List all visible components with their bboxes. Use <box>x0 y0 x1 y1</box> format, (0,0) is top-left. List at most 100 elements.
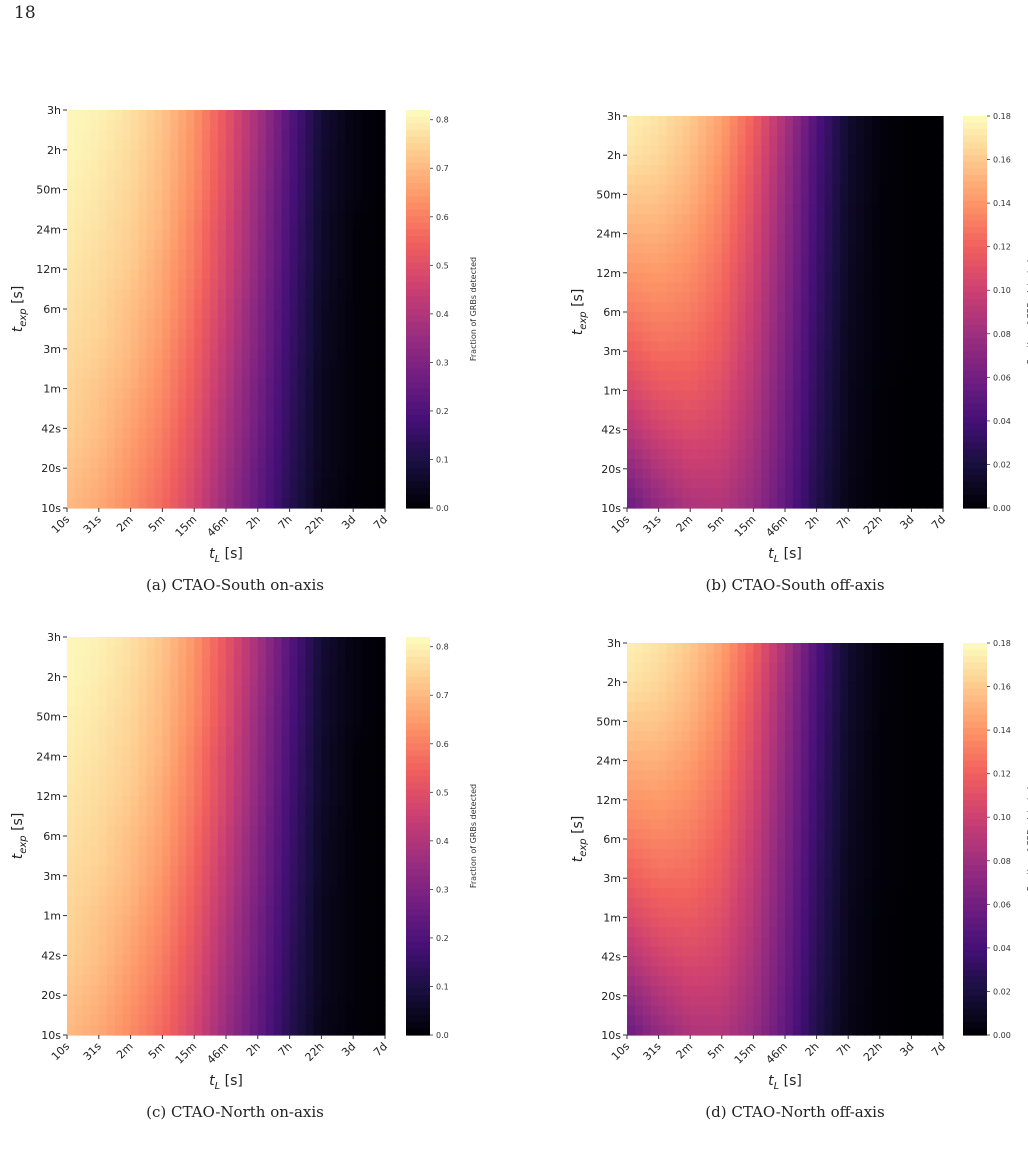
heatmap-cell <box>186 706 195 718</box>
heatmap-cell <box>218 895 227 907</box>
heatmap-cell <box>90 129 100 141</box>
heatmap-cell <box>345 129 354 141</box>
colorbar-tick-label: 0.02 <box>993 460 1011 469</box>
heatmap-cell <box>233 259 243 270</box>
heatmap-cell <box>313 279 322 290</box>
heatmap-cell <box>729 135 739 146</box>
heatmap-cell <box>361 935 370 947</box>
heatmap-cell <box>162 139 171 151</box>
heatmap-cell <box>840 488 849 499</box>
heatmap-cell <box>67 119 76 131</box>
heatmap-cell <box>769 174 778 186</box>
heatmap-cell <box>313 836 322 847</box>
heatmap-cell <box>737 312 747 323</box>
heatmap-cell <box>162 706 171 718</box>
heatmap-cell <box>249 468 259 479</box>
heatmap-cell <box>226 398 235 410</box>
heatmap-cell <box>305 905 315 917</box>
heatmap-cell <box>353 249 362 260</box>
heatmap-cell <box>927 165 936 176</box>
heatmap-cell <box>785 331 794 342</box>
heatmap-cell <box>130 1015 140 1026</box>
heatmap-cell <box>241 338 251 350</box>
heatmap-cell <box>273 637 283 648</box>
heatmap-cell <box>792 331 802 342</box>
heatmap-cell <box>98 299 108 310</box>
heatmap-cell <box>706 370 715 382</box>
colorbar-label: Fraction of GRBs detected <box>1026 260 1028 364</box>
heatmap-cell <box>816 184 826 195</box>
heatmap-cell <box>218 110 227 121</box>
heatmap-cell <box>879 380 889 391</box>
heatmap-cell <box>67 875 76 887</box>
heatmap-cell <box>871 223 881 235</box>
heatmap-cell <box>138 239 148 250</box>
heatmap-cell <box>313 468 322 479</box>
heatmap-cell <box>345 905 354 917</box>
heatmap-cell <box>218 646 227 658</box>
heatmap-cell <box>67 646 76 658</box>
heatmap-cell <box>729 380 739 391</box>
heatmap-cell <box>848 410 857 421</box>
heatmap-cell <box>186 786 195 797</box>
heatmap-cell <box>674 145 683 156</box>
heatmap-cell <box>927 331 936 342</box>
heatmap-cell <box>265 746 275 757</box>
heatmap-cell <box>377 686 386 698</box>
heatmap-cell <box>138 935 148 947</box>
heatmap-cell <box>138 666 148 678</box>
heatmap-cell <box>67 179 76 191</box>
heatmap-cell <box>74 289 84 300</box>
heatmap-cell <box>840 174 849 186</box>
heatmap-cell <box>856 302 865 313</box>
heatmap-cell <box>241 865 251 877</box>
heatmap-cell <box>377 418 386 429</box>
heatmap-cell <box>114 458 124 469</box>
heatmap-cell <box>170 776 179 787</box>
heatmap-cell <box>682 272 691 284</box>
colorbar-segment <box>963 298 987 307</box>
heatmap-cell <box>106 935 116 947</box>
heatmap-cell <box>879 243 889 254</box>
heatmap-cell <box>146 656 156 668</box>
heatmap-cell <box>321 199 330 211</box>
heatmap-cell <box>832 449 841 460</box>
heatmap-cell <box>666 468 675 480</box>
colorbar-segment <box>963 272 987 280</box>
heatmap-cell <box>721 370 731 382</box>
heatmap-cell <box>369 199 378 211</box>
colorbar-segment <box>406 282 430 290</box>
heatmap-cell <box>289 279 299 290</box>
heatmap-cell <box>864 459 873 470</box>
heatmap-cell <box>90 1005 100 1016</box>
heatmap-cell <box>682 165 691 176</box>
heatmap-cell <box>329 786 338 797</box>
heatmap-cell <box>202 498 211 509</box>
heatmap-cell <box>706 184 715 195</box>
heatmap-cell <box>130 358 140 370</box>
heatmap-cell <box>154 249 163 260</box>
heatmap-cell <box>642 361 652 372</box>
heatmap-cell <box>154 358 163 370</box>
heatmap-cell <box>345 925 354 937</box>
colorbar-segment <box>406 348 430 357</box>
colorbar-segment <box>406 401 430 410</box>
heatmap-cell <box>377 328 386 340</box>
heatmap-cell <box>313 1005 322 1016</box>
heatmap-cell <box>935 419 944 431</box>
heatmap-cell <box>122 965 132 976</box>
heatmap-cell <box>281 498 291 509</box>
heatmap-cell <box>226 229 235 240</box>
heatmap-cell <box>154 378 163 390</box>
heatmap-cell <box>895 439 905 450</box>
heatmap-cell <box>265 179 275 191</box>
heatmap-cell <box>377 169 386 181</box>
heatmap-cell <box>895 331 905 342</box>
heatmap-cell <box>218 955 227 966</box>
heatmap-cell <box>353 696 362 708</box>
heatmap-cell <box>186 995 195 1006</box>
heatmap-cell <box>706 478 715 489</box>
heatmap-cell <box>642 312 652 323</box>
heatmap-cell <box>273 766 283 777</box>
heatmap-cell <box>919 155 928 166</box>
